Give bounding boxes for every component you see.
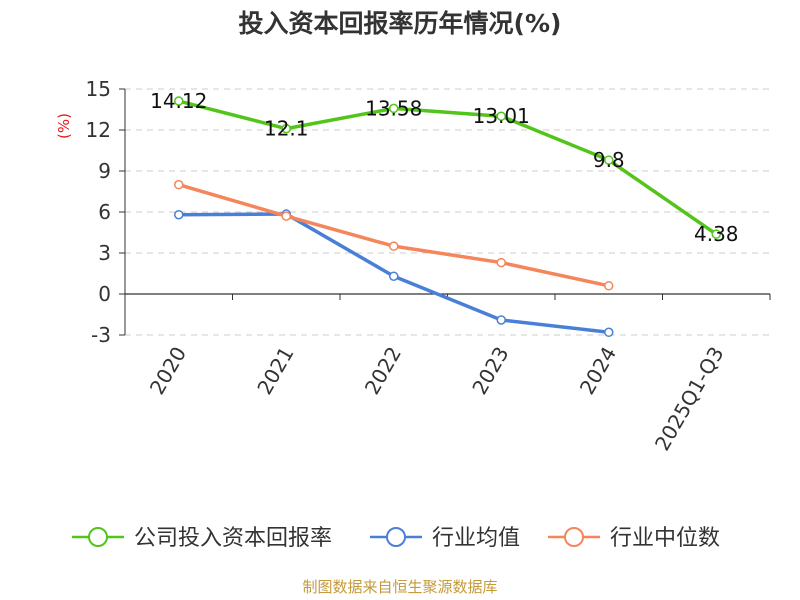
x-tick-label: 2020 [145,343,191,399]
legend-marker [386,527,406,547]
data-point [496,315,506,325]
data-point [389,241,399,251]
data-point [174,209,184,220]
data-label: 9.8 [593,148,625,172]
data-point [711,229,721,239]
data-point [604,281,614,291]
data-point [496,257,506,268]
data-point [604,155,614,165]
axes [119,88,771,336]
chart-title: 投入资本回报率历年情况(%) [239,9,562,38]
y-tick-label: 12 [86,118,111,142]
data-label: 4.38 [694,222,739,246]
data-point [281,123,291,134]
y-tick-labels: 15 12 9 6 3 0 -3 [86,77,111,347]
series-line-2 [178,182,610,288]
legend-label: 公司投入资本回报率 [134,526,332,551]
x-tick-label: 2021 [252,343,298,399]
data-point [389,103,399,114]
data-point [281,211,291,221]
y-tick-label: 15 [86,77,111,101]
data-point [174,96,184,106]
x-tick-label: 2025Q1-Q3 [650,343,729,455]
y-tick-label: 3 [98,241,111,265]
data-point [389,271,399,281]
x-tick-label: 2023 [467,343,513,399]
data-point [604,327,614,338]
data-labels: 14.12 12.1 13.58 13.01 9.8 4.38 [150,89,738,246]
x-tick-labels: 2020 2021 2022 2023 2024 2025Q1-Q3 [145,343,729,455]
legend-label: 行业均值 [432,526,520,551]
data-label: 14.12 [150,89,207,113]
data-point [496,111,506,121]
legend-marker [564,527,584,547]
series-line-0 [178,99,718,236]
y-tick-label: 0 [98,282,111,306]
legend-marker [88,527,108,547]
legend: 公司投入资本回报率 行业均值 行业中位数 [72,526,720,551]
source-note: 制图数据来自恒生聚源数据库 [302,578,497,596]
y-tick-label: -3 [91,323,111,347]
y-axis-label: (%) [55,113,73,139]
data-label: 13.58 [365,96,422,120]
series-group [174,96,721,338]
legend-label: 行业中位数 [610,526,720,551]
y-tick-label: 6 [98,200,111,224]
x-tick-label: 2022 [360,343,406,399]
data-label: 12.1 [264,117,309,141]
data-point [174,179,184,190]
x-tick-label: 2024 [575,343,621,399]
data-label: 13.01 [473,104,530,128]
y-tick-label: 9 [98,159,111,183]
